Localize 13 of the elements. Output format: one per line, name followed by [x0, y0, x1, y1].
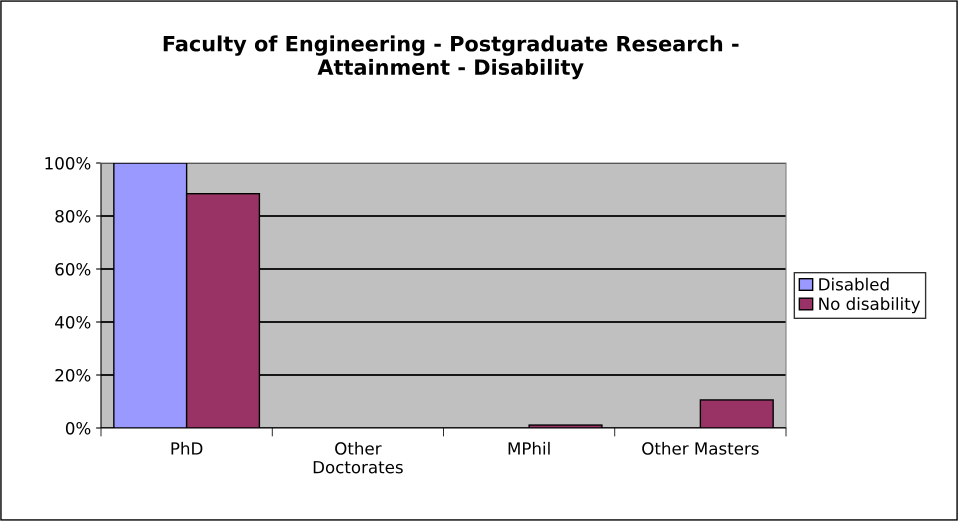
y-tick-label: 100% [45, 156, 90, 170]
y-tick-label: 20% [55, 368, 90, 382]
y-tick-label: 0% [66, 422, 90, 435]
x-tick-label: PhD [172, 442, 202, 455]
y-tick-label: 40% [55, 316, 90, 329]
x-tick-label: MPhil [508, 442, 550, 455]
x-tick-label: Other Doctorates [314, 442, 403, 474]
y-tick-label: 60% [55, 262, 90, 276]
chart-title: Faculty of Engineering - Postgraduate Research - Attainment - Disability [164, 35, 738, 80]
x-tick-label: Other Masters [642, 442, 759, 455]
legend-label: No disability [819, 297, 920, 314]
y-tick-label: 80% [55, 210, 90, 223]
legend-label: Disabled [819, 278, 889, 291]
